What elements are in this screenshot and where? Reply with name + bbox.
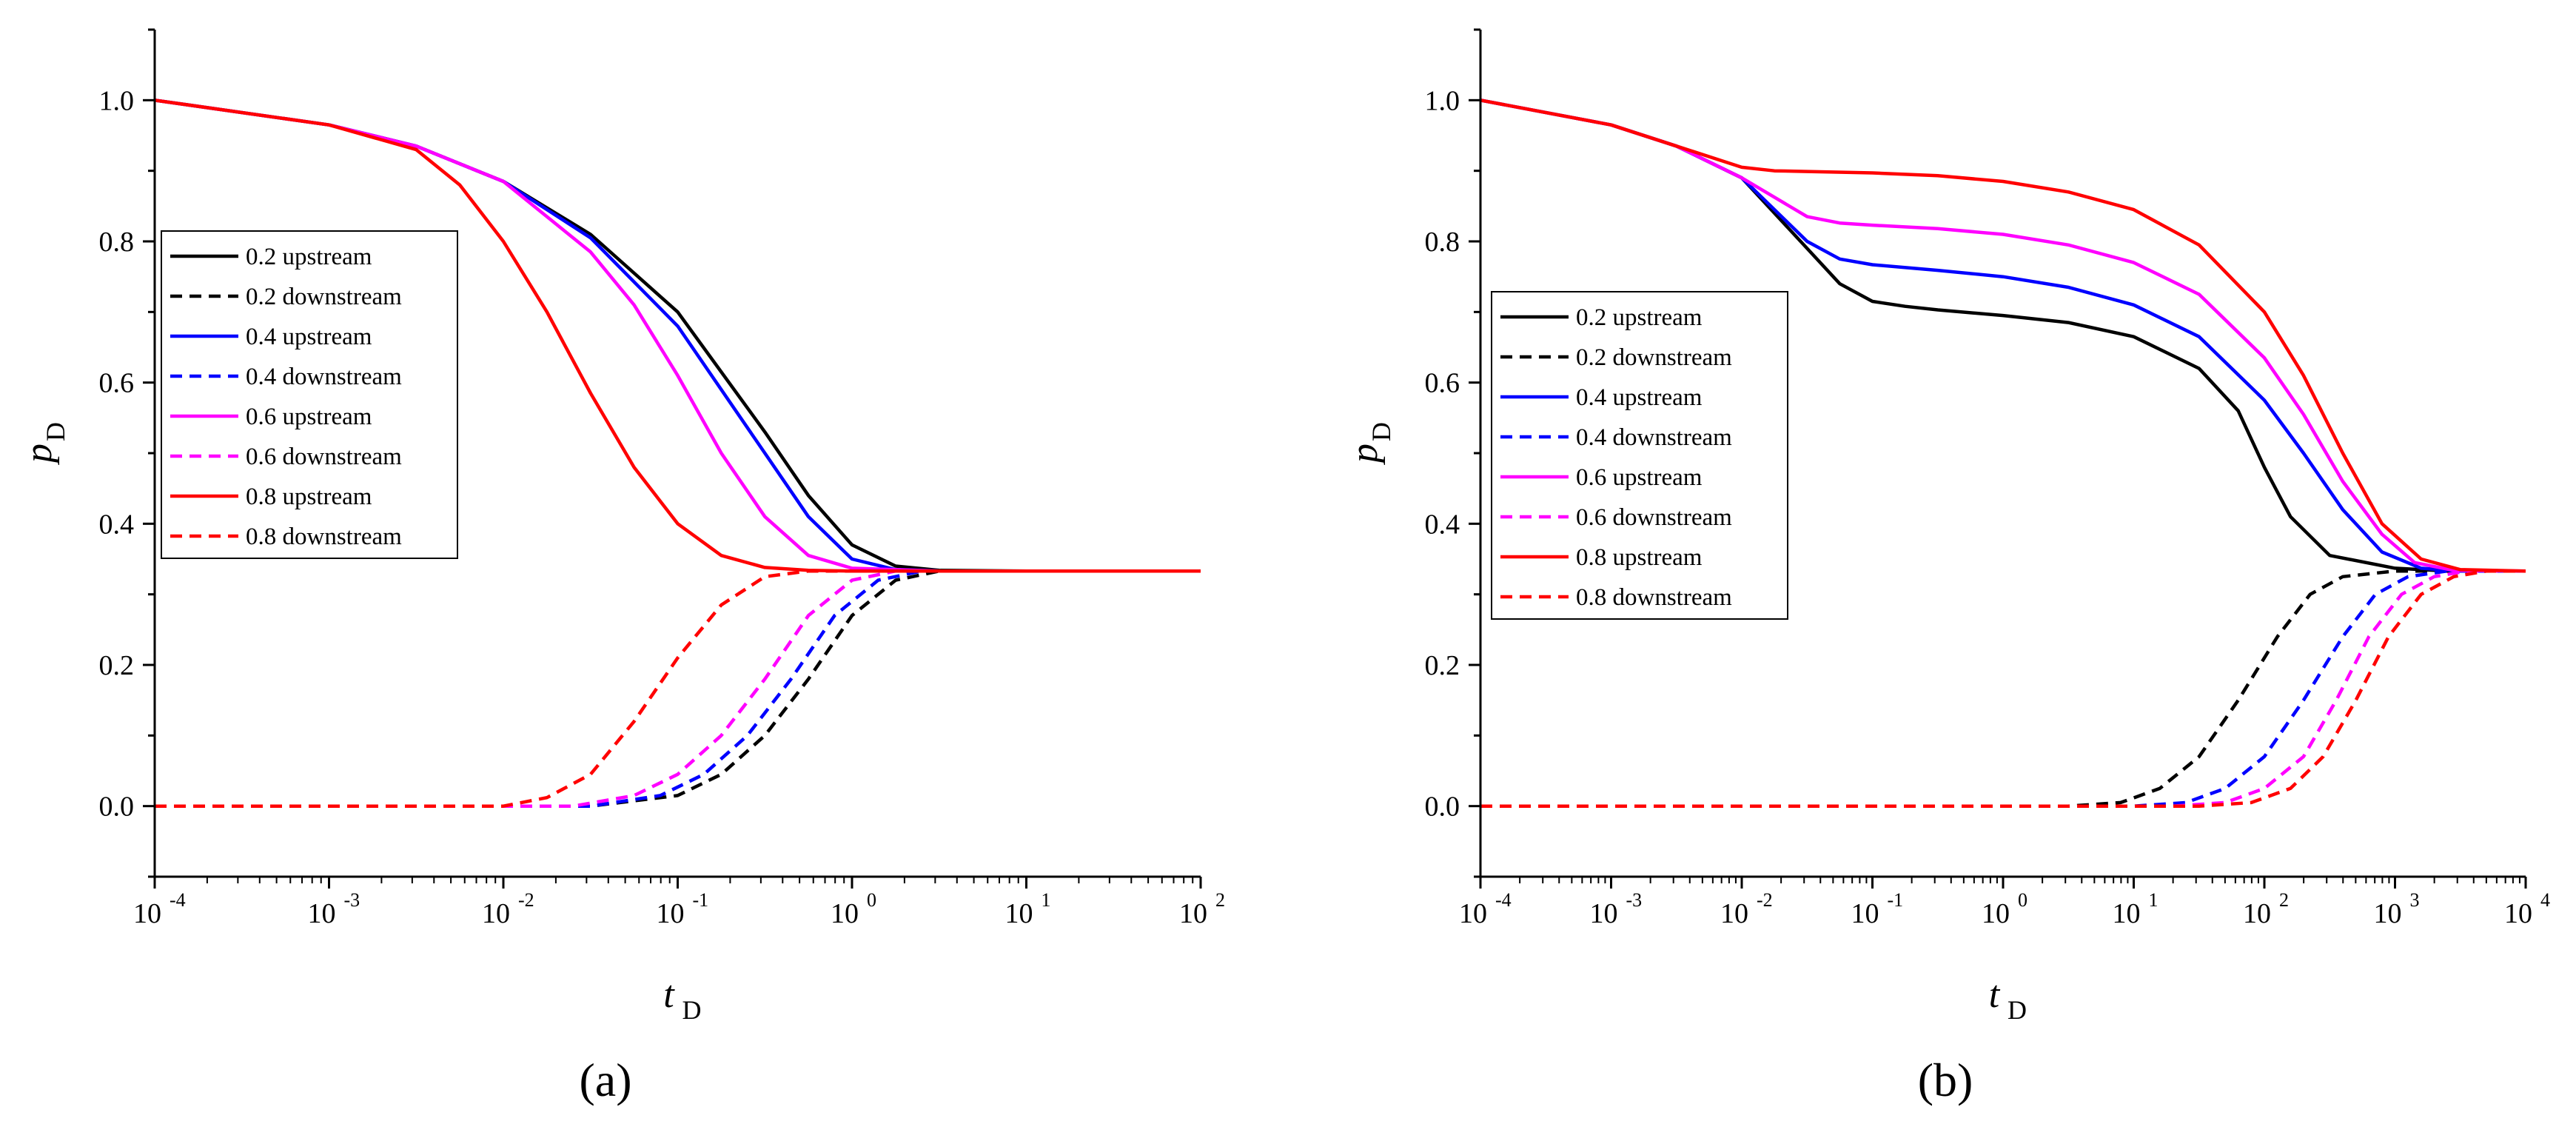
series-line-0_6-upstream xyxy=(1480,98,2526,573)
y-tick-label: 0.0 xyxy=(99,792,135,823)
y-axis-title: p xyxy=(1344,444,1386,466)
panel-label-a: (a) xyxy=(579,1054,631,1106)
x-axis-title-subscript: D xyxy=(2008,995,2027,1025)
x-tick-label: 10 xyxy=(2504,898,2532,929)
x-tick-exponent: 3 xyxy=(2410,889,2420,911)
x-tick-exponent: -1 xyxy=(1888,889,1904,911)
x-tick-exponent: 1 xyxy=(2149,889,2159,911)
x-tick-label: 10 xyxy=(308,898,336,929)
x-tick-exponent: 2 xyxy=(1215,889,1225,911)
legend-label: 0.2 upstream xyxy=(1576,304,1703,331)
x-tick-exponent: 0 xyxy=(867,889,876,911)
y-axis-title-subscript: D xyxy=(1366,422,1396,441)
legend: 0.2 upstream 0.2 downstream 0.4 upstream 0.… xyxy=(161,230,458,559)
x-tick-label: 10 xyxy=(1590,898,1618,929)
x-tick-label: 10 xyxy=(133,898,161,929)
series-line-0_2-downstream xyxy=(155,569,1201,808)
y-tick-label: 0.8 xyxy=(1425,227,1460,258)
y-tick-label: 0.4 xyxy=(99,509,135,540)
x-tick-label: 10 xyxy=(2113,898,2141,929)
series-line-0_8-upstream xyxy=(1480,98,2526,573)
y-axis-title-group: pD xyxy=(18,422,70,466)
series-line-0_8-upstream xyxy=(155,98,1201,573)
x-tick-label: 10 xyxy=(1005,898,1033,929)
x-axis-title-subscript: D xyxy=(682,995,702,1025)
x-tick-label: 10 xyxy=(2374,898,2402,929)
x-tick-label: 10 xyxy=(482,898,510,929)
x-tick-exponent: 1 xyxy=(1042,889,1051,911)
legend-label: 0.2 upstream xyxy=(246,244,372,270)
y-axis-title-subscript: D xyxy=(41,422,70,441)
x-tick-label: 10 xyxy=(1851,898,1879,929)
chart-panel-b: 0.0 0.2 0.4 0.6 0.8 1.0 10 -4 10 -3 10 -2 10 -1 10 0 10 1… xyxy=(1344,28,2550,1025)
legend-label: 0.4 upstream xyxy=(1576,384,1703,411)
y-axis-title-group: pD xyxy=(1344,422,1396,466)
x-tick-exponent: -4 xyxy=(170,889,186,911)
y-tick-label: 0.8 xyxy=(99,227,135,258)
legend-label: 0.6 downstream xyxy=(1576,504,1732,531)
series-line-0_4-downstream xyxy=(1480,569,2526,808)
legend-label: 0.6 upstream xyxy=(1576,464,1703,491)
y-tick-label: 0.2 xyxy=(1425,650,1460,681)
x-tick-label: 10 xyxy=(657,898,685,929)
plot-area xyxy=(1480,98,2526,808)
plot-area xyxy=(155,98,1201,808)
x-tick-exponent: -3 xyxy=(1626,889,1643,911)
x-tick-exponent: -4 xyxy=(1495,889,1512,911)
y-tick-label: 0.2 xyxy=(99,650,135,681)
x-axis-title: t xyxy=(1989,974,2001,1016)
x-tick-exponent: -2 xyxy=(1757,889,1773,911)
legend-label: 0.2 downstream xyxy=(1576,344,1732,371)
x-tick-exponent: 0 xyxy=(2018,889,2027,911)
legend-label: 0.4 downstream xyxy=(1576,424,1732,451)
y-axis-title: p xyxy=(18,444,60,466)
legend-label: 0.8 downstream xyxy=(246,523,402,550)
x-tick-label: 10 xyxy=(1179,898,1207,929)
y-tick-label: 1.0 xyxy=(99,85,135,116)
x-tick-label: 10 xyxy=(2243,898,2271,929)
y-tick-label: 0.4 xyxy=(1425,509,1460,540)
x-tick-exponent: 2 xyxy=(2279,889,2289,911)
legend-label: 0.6 downstream xyxy=(246,444,402,470)
legend: 0.2 upstream 0.2 downstream 0.4 upstream 0.… xyxy=(1491,291,1788,620)
series-line-0_6-downstream xyxy=(155,569,1201,808)
series-line-0_8-downstream xyxy=(155,569,1201,808)
x-tick-exponent: -2 xyxy=(518,889,534,911)
chart-panel-a: 0.0 0.2 0.4 0.6 0.8 1.0 10 -4 10 -3 10 -2 10 -1 10 0 10 1… xyxy=(18,28,1225,1025)
x-tick-label: 10 xyxy=(1459,898,1487,929)
x-tick-exponent: -3 xyxy=(344,889,360,911)
x-tick-exponent: -1 xyxy=(693,889,709,911)
x-tick-exponent: 4 xyxy=(2540,889,2550,911)
panel-label-b: (b) xyxy=(1918,1054,1973,1106)
legend-box xyxy=(161,230,458,559)
legend-label: 0.6 upstream xyxy=(246,404,372,430)
legend-label: 0.8 downstream xyxy=(1576,584,1732,611)
series-line-0_8-downstream xyxy=(1480,569,2526,808)
x-axis-title: t xyxy=(663,974,675,1016)
series-line-0_6-upstream xyxy=(155,98,1201,573)
x-tick-label: 10 xyxy=(1982,898,2010,929)
legend-label: 0.4 downstream xyxy=(246,364,402,390)
legend-label: 0.4 upstream xyxy=(246,324,372,350)
legend-label: 0.2 downstream xyxy=(246,284,402,310)
legend-label: 0.8 upstream xyxy=(246,484,372,510)
series-line-0_2-downstream xyxy=(1480,569,2526,808)
y-tick-label: 0.0 xyxy=(1425,792,1460,823)
series-line-0_4-downstream xyxy=(155,569,1201,808)
x-tick-label: 10 xyxy=(1720,898,1748,929)
y-tick-label: 0.6 xyxy=(99,368,135,399)
y-tick-label: 0.6 xyxy=(1425,368,1460,399)
y-tick-label: 1.0 xyxy=(1425,85,1460,116)
x-tick-label: 10 xyxy=(831,898,859,929)
legend-label: 0.8 upstream xyxy=(1576,544,1703,571)
legend-box xyxy=(1491,291,1788,620)
